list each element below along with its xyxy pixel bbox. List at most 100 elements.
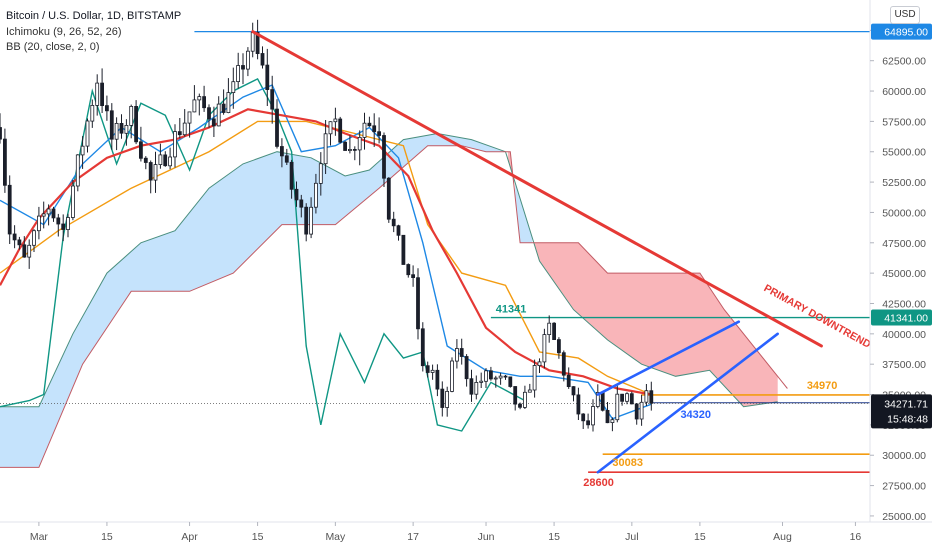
candle-down [435, 369, 440, 390]
time-tick-label: 15 [252, 531, 264, 543]
candle-up [250, 32, 255, 52]
candle-down [17, 239, 22, 246]
candle-up [309, 206, 314, 235]
candle-up [454, 348, 459, 362]
candle-down [406, 264, 411, 276]
candle-up [71, 185, 75, 218]
price-axis[interactable]: 25000.0027500.0030000.0032500.0035000.00… [869, 0, 932, 523]
time-tick-label: 15 [548, 531, 560, 543]
candle-down [581, 413, 586, 422]
candle-down [221, 103, 226, 113]
price-tick-label: 50000.00 [882, 207, 926, 219]
candle-down [12, 233, 17, 241]
time-tick-label: Apr [181, 531, 198, 543]
candle-up [430, 369, 435, 373]
candle-up [450, 360, 454, 392]
candle-down [163, 154, 168, 167]
candle-down [586, 420, 590, 426]
candle-down [425, 365, 430, 373]
candle-down [270, 89, 275, 110]
candle-down [0, 127, 2, 140]
candle-down [503, 375, 508, 378]
level-ath-badge: 64895.00 [884, 27, 928, 39]
primary-downtrend-label: PRIMARY DOWNTREND [762, 282, 873, 351]
candle-down [440, 388, 445, 408]
level-34320-label: 34320 [680, 409, 711, 421]
price-tick-label: 37500.00 [882, 359, 926, 371]
candle-up [493, 377, 498, 380]
candle-down [260, 53, 265, 66]
horizontal-levels [0, 30, 870, 474]
candle-down [100, 82, 104, 106]
candle-down [56, 217, 61, 225]
indicator-ichimoku-label[interactable]: Ichimoku (9, 26, 52, 26) [6, 26, 122, 38]
candle-up [168, 156, 173, 167]
candle-up [357, 136, 362, 151]
level-41341-chart-label: 41341 [496, 304, 527, 316]
candle-up [328, 121, 333, 135]
candle-up [474, 381, 479, 395]
time-tick-label: May [325, 531, 346, 543]
candle-up [226, 92, 231, 113]
candle-up [37, 215, 41, 232]
candle-up [32, 230, 36, 246]
candle-down [343, 141, 348, 151]
price-tick-label: 27500.00 [882, 481, 926, 493]
candle-down [177, 131, 182, 136]
trendline-wedge-lower [596, 332, 779, 474]
candle-down [508, 376, 513, 387]
level-ath-badge-bg [871, 23, 932, 40]
candle-up [523, 391, 527, 408]
candle-down [629, 393, 634, 405]
candle-down [605, 409, 610, 424]
time-tick-label: Jul [625, 531, 638, 543]
time-tick-label: 15 [101, 531, 113, 543]
candle-up [231, 81, 236, 93]
time-tick-label: Aug [773, 531, 792, 543]
last-price-label: 34271.71 [884, 398, 928, 410]
candle-up [236, 65, 241, 83]
candle-up [197, 96, 202, 101]
candle-up [95, 82, 100, 106]
candle-down [566, 374, 571, 388]
candle-up [216, 103, 221, 127]
kumo-bearish-1 [507, 151, 513, 176]
candle-down [3, 138, 7, 186]
candle-up [153, 164, 158, 181]
candle-up [498, 375, 503, 379]
candle-down [459, 348, 464, 357]
price-tick-label: 25000.00 [882, 511, 926, 523]
candle-up [85, 120, 90, 147]
price-tick-label: 42500.00 [882, 298, 926, 310]
candle-up [192, 99, 197, 113]
candle-down [352, 148, 357, 151]
candle-down [634, 403, 639, 420]
candle-up [595, 391, 600, 407]
bar-countdown-label: 15:48:48 [887, 413, 928, 425]
ichimoku-cloud [0, 132, 788, 468]
candle-down [382, 135, 386, 179]
indicator-bb-label[interactable]: BB (20, close, 2, 0) [6, 41, 100, 53]
time-axis[interactable]: Mar 15 Apr 15 May 17 Jun 15 Jul 15 Aug 16 [0, 521, 932, 543]
candle-up [245, 50, 250, 70]
currency-button[interactable]: USD [890, 6, 920, 24]
level-28600-label: 28600 [583, 477, 614, 489]
time-tick-label: 17 [407, 531, 419, 543]
candle-down [561, 352, 566, 376]
level-34970-label: 34970 [807, 380, 838, 392]
candle-down [51, 208, 56, 219]
candle-down [649, 390, 654, 404]
candle-down [284, 155, 289, 163]
price-tick-label: 47500.00 [882, 238, 926, 250]
candle-up [129, 106, 134, 126]
last-price-badge-bg [871, 394, 932, 429]
candle-up [542, 334, 547, 363]
time-tick-label: Mar [30, 531, 49, 543]
candle-down [557, 339, 561, 354]
candle-down [576, 394, 581, 415]
candle-down [411, 274, 416, 279]
candle-up [158, 154, 163, 165]
kumo-bearish-3 [534, 242, 778, 407]
candle-up [90, 105, 95, 122]
